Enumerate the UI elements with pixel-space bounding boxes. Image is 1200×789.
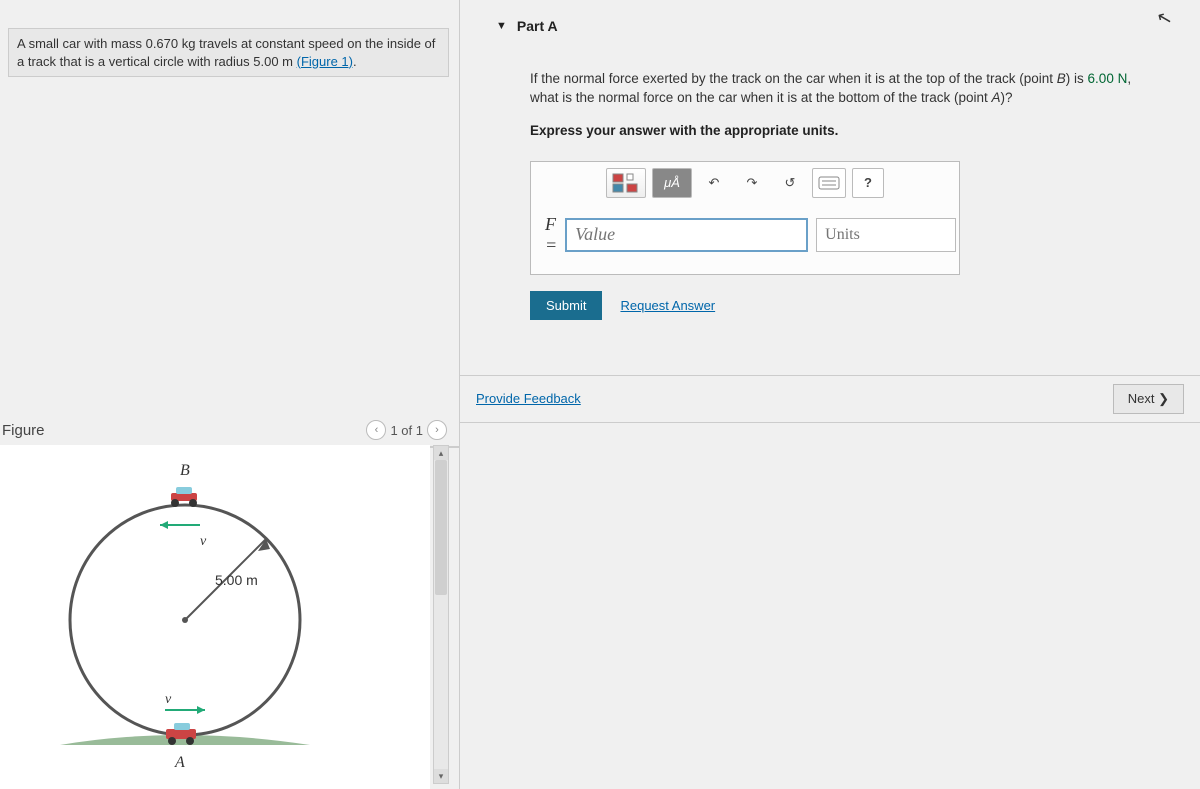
svg-text:v: v [200, 534, 207, 549]
main-layout: A small car with mass 0.670 kg travels a… [0, 0, 1200, 789]
point-b: B [1057, 71, 1066, 86]
answer-toolbar: μÅ ↶ ↷ ↺ ? [531, 162, 959, 204]
answer-box: μÅ ↶ ↷ ↺ ? F = [530, 161, 960, 275]
figure-link[interactable]: (Figure 1) [297, 54, 353, 69]
part-label: Part A [517, 18, 558, 34]
pager-next-button[interactable]: › [427, 420, 447, 440]
q2: ) is [1066, 71, 1088, 86]
problem-statement: A small car with mass 0.670 kg travels a… [8, 28, 449, 77]
request-answer-link[interactable]: Request Answer [620, 298, 715, 313]
figure-scrollbar[interactable]: ▴ ▾ [433, 445, 449, 784]
help-button[interactable]: ? [852, 168, 884, 198]
left-column: A small car with mass 0.670 kg travels a… [0, 0, 460, 789]
period: . [353, 54, 357, 69]
question-text: If the normal force exerted by the track… [530, 70, 1160, 141]
mass-value: 0.670 kg [146, 36, 196, 51]
svg-text:B: B [180, 462, 190, 479]
feedback-row: Provide Feedback Next ❯ [460, 375, 1200, 423]
scroll-up-icon[interactable]: ▴ [434, 446, 448, 460]
scroll-thumb[interactable] [435, 460, 447, 595]
redo-button[interactable]: ↷ [736, 168, 768, 198]
figure-pager: ‹ 1 of 1 › [366, 420, 447, 440]
equation-label: F = [545, 214, 557, 256]
pager-label: 1 of 1 [390, 423, 423, 438]
scroll-down-icon[interactable]: ▾ [434, 769, 448, 783]
force-value: 6.00 N [1088, 71, 1128, 86]
problem-text: A small car with mass [17, 36, 146, 51]
right-column: ↖ ▼ Part A If the normal force exerted b… [460, 0, 1200, 789]
units-input[interactable] [816, 218, 956, 252]
svg-text:v: v [165, 692, 172, 707]
keyboard-button[interactable] [812, 168, 846, 198]
provide-feedback-link[interactable]: Provide Feedback [476, 391, 581, 406]
symbols-button[interactable]: μÅ [652, 168, 692, 198]
submit-button[interactable]: Submit [530, 291, 602, 320]
part-header[interactable]: ▼ Part A [460, 0, 1200, 40]
reset-button[interactable]: ↺ [774, 168, 806, 198]
q4: )? [1001, 90, 1013, 105]
radius-value: 5.00 m [253, 54, 293, 69]
submit-row: Submit Request Answer [530, 291, 1200, 320]
figure-title: Figure [2, 422, 45, 439]
templates-button[interactable] [606, 168, 646, 198]
pager-prev-button[interactable]: ‹ [366, 420, 386, 440]
q1: If the normal force exerted by the track… [530, 71, 1057, 86]
radius-text: 5.00 m [215, 572, 258, 588]
answer-input-row: F = [531, 204, 959, 274]
express-instruction: Express your answer with the appropriate… [530, 122, 1160, 141]
svg-text:A: A [174, 754, 185, 771]
point-a: A [991, 90, 1000, 105]
next-button[interactable]: Next ❯ [1113, 384, 1184, 414]
figure-header: Figure ‹ 1 of 1 › [0, 420, 459, 448]
figure-canvas: 5.00 m B v [0, 445, 430, 789]
undo-button[interactable]: ↶ [698, 168, 730, 198]
collapse-icon: ▼ [496, 20, 507, 32]
value-input[interactable] [565, 218, 808, 252]
